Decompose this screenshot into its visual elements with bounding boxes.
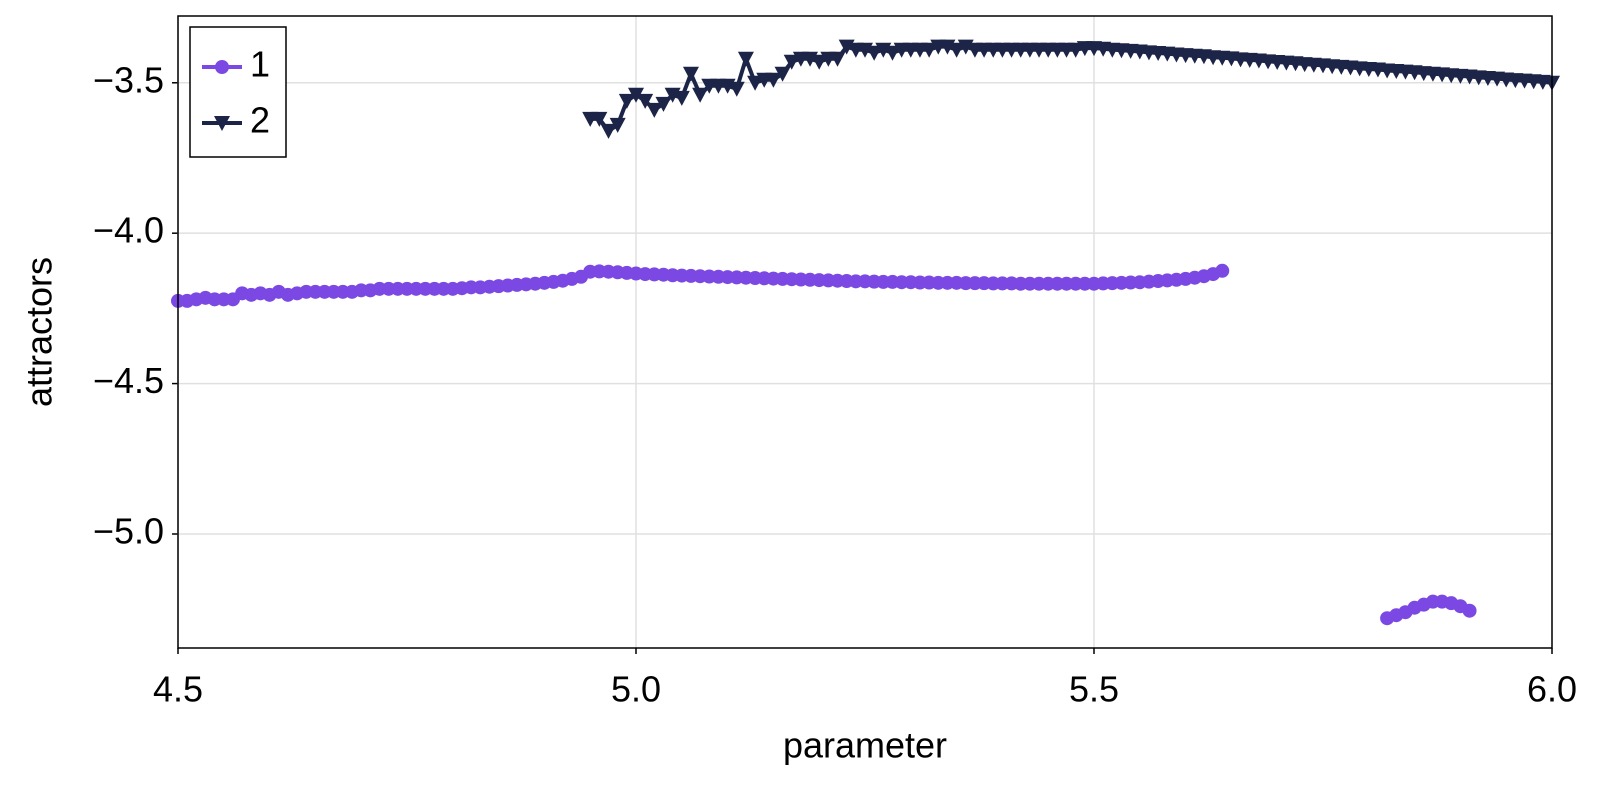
marker	[829, 51, 846, 67]
marker	[811, 54, 828, 70]
y-tick-label: −4.0	[93, 210, 164, 251]
marker	[692, 87, 709, 103]
y-tick-label: −5.0	[93, 511, 164, 552]
x-tick-label: 5.5	[1069, 669, 1119, 710]
series-line	[590, 44, 1553, 133]
marker	[628, 87, 644, 103]
marker	[866, 45, 883, 61]
marker	[609, 117, 626, 133]
marker	[884, 45, 901, 61]
x-tick-label: 6.0	[1527, 669, 1577, 710]
marker	[783, 54, 800, 70]
marker	[637, 93, 654, 109]
marker	[655, 96, 672, 112]
x-axis-label: parameter	[783, 725, 947, 766]
marker	[682, 66, 699, 82]
marker	[673, 90, 690, 106]
legend-label: 1	[250, 44, 270, 85]
plot-frame	[177, 15, 1553, 649]
y-tick-label: −4.5	[93, 360, 164, 401]
marker	[591, 111, 608, 127]
marker	[215, 60, 229, 74]
marker	[1462, 603, 1477, 618]
legend-box	[189, 26, 287, 158]
marker	[747, 75, 764, 91]
marker	[214, 116, 230, 131]
x-tick-label: 5.0	[611, 669, 661, 710]
marker	[646, 102, 663, 118]
marker	[737, 51, 754, 67]
legend-label: 2	[250, 100, 270, 141]
series-line	[178, 268, 1471, 621]
x-tick-label: 4.5	[153, 669, 203, 710]
marker	[1215, 263, 1230, 278]
marker	[765, 72, 782, 88]
marker	[774, 66, 791, 82]
marker	[618, 93, 635, 109]
marker	[728, 81, 745, 97]
marker	[948, 42, 965, 58]
marker	[921, 42, 938, 58]
y-axis-label: attractors	[19, 257, 60, 407]
marker	[600, 123, 617, 139]
y-tick-label: −3.5	[93, 59, 164, 100]
